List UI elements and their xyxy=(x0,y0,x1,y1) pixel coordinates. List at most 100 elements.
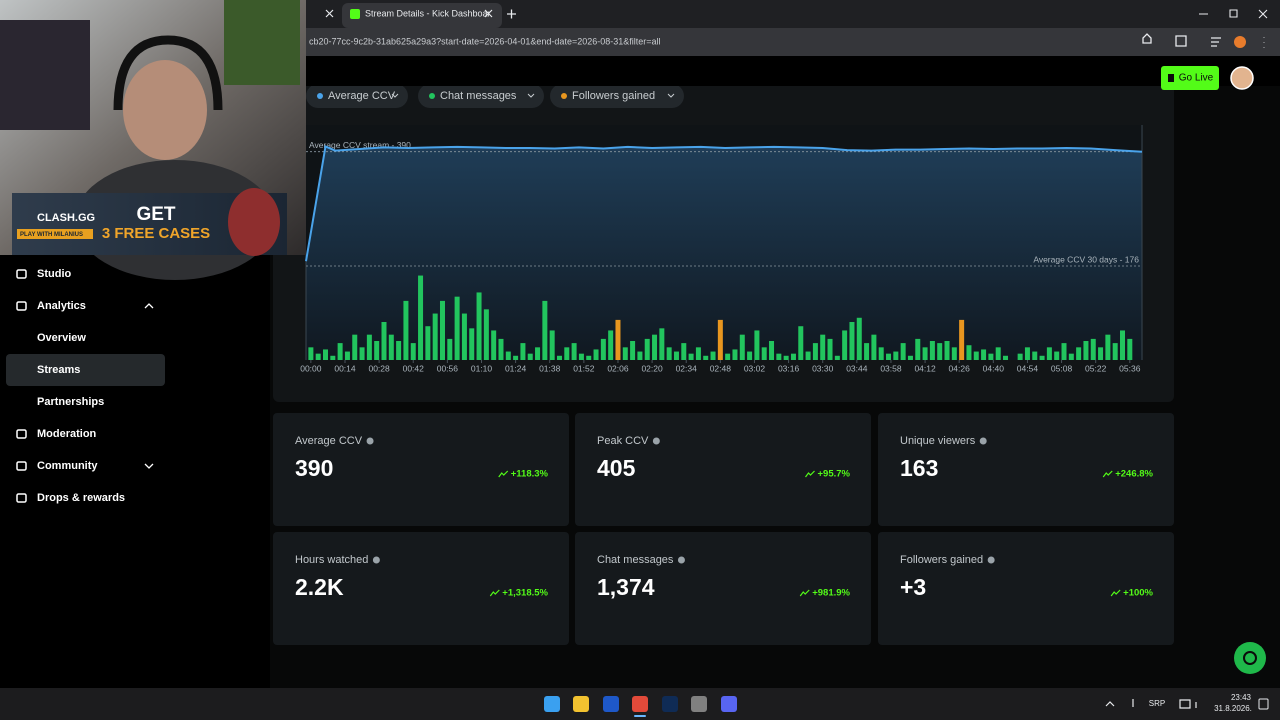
tab-title: Stream Details - Kick Dashboar xyxy=(365,8,491,18)
taskbar-app[interactable] xyxy=(662,696,678,712)
ad-character xyxy=(228,188,280,256)
nav-item[interactable]: Community xyxy=(37,460,98,472)
stat-card xyxy=(273,532,569,645)
help-button[interactable] xyxy=(1234,642,1266,674)
chat-bar xyxy=(739,334,745,360)
nav-item[interactable]: Overview xyxy=(37,332,86,344)
stat-label: Peak CCV xyxy=(597,435,649,447)
chat-bar xyxy=(1112,343,1118,360)
filter-pill[interactable] xyxy=(306,84,408,108)
tray-time[interactable]: 23:43 xyxy=(1231,693,1252,702)
nav-item[interactable]: Partnerships xyxy=(37,396,104,408)
x-tick-label: 04:26 xyxy=(949,363,971,373)
x-tick-label: 00:28 xyxy=(368,363,390,373)
nav-item[interactable]: Analytics xyxy=(37,300,86,312)
x-tick-label: 05:22 xyxy=(1085,363,1107,373)
chat-bar xyxy=(915,338,921,360)
x-tick-label: 00:42 xyxy=(403,363,425,373)
taskbar-app[interactable] xyxy=(721,696,737,712)
user-avatar[interactable] xyxy=(1230,66,1254,90)
chat-bar xyxy=(849,322,855,360)
filter-pill[interactable] xyxy=(550,84,684,108)
x-tick-label: 00:00 xyxy=(300,363,322,373)
chat-bar xyxy=(1003,355,1009,360)
chat-bar xyxy=(717,319,723,360)
x-tick-label: 03:58 xyxy=(880,363,902,373)
taskbar-app[interactable] xyxy=(691,696,707,712)
tray-notification[interactable] xyxy=(1258,698,1269,710)
sidebar xyxy=(0,255,270,688)
x-tick-label: 04:12 xyxy=(914,363,936,373)
tray-icons[interactable] xyxy=(1105,699,1197,709)
address-url[interactable]: cb20-77cc-9c2b-31ab625a29a3?start-date=2… xyxy=(309,36,661,46)
chat-bar xyxy=(966,345,972,360)
stat-change: +118.3% xyxy=(511,469,549,480)
chat-bar xyxy=(688,353,694,360)
info-icon xyxy=(979,437,987,445)
reference-label: Average CCV stream - 390 xyxy=(309,140,411,150)
taskbar-app[interactable] xyxy=(573,696,589,712)
nav-item[interactable]: Drops & rewards xyxy=(37,492,125,504)
chat-bar xyxy=(359,347,365,360)
ad-tag-bg xyxy=(17,229,93,239)
nav-item[interactable]: Streams xyxy=(37,364,80,376)
chat-bar xyxy=(805,351,811,360)
info-icon xyxy=(987,556,995,564)
chat-bar xyxy=(1090,338,1096,360)
chat-bar xyxy=(1068,353,1074,360)
trend-arrow xyxy=(1102,470,1113,478)
stat-label: Unique viewers xyxy=(900,435,976,447)
chat-bar xyxy=(322,349,328,360)
ad-tagline: PLAY WITH MILANIUS xyxy=(20,232,83,238)
active-tab[interactable] xyxy=(342,3,502,28)
chat-bar xyxy=(988,353,994,360)
nav-icon xyxy=(16,429,27,439)
chat-bar xyxy=(381,322,387,360)
nav-item[interactable]: Moderation xyxy=(37,428,97,440)
chat-bar xyxy=(418,275,424,360)
filter-pill[interactable] xyxy=(418,84,544,108)
chat-bar xyxy=(447,338,453,360)
trend-arrow xyxy=(805,470,815,478)
nav-chevron xyxy=(144,303,154,309)
legend-swatch xyxy=(561,93,567,99)
chat-bar xyxy=(1046,347,1052,360)
toolbar-icons[interactable] xyxy=(1142,33,1265,48)
trend-arrow xyxy=(498,470,509,478)
new-tab[interactable] xyxy=(507,9,516,19)
pill-chevron xyxy=(667,93,675,98)
chat-bar xyxy=(1054,351,1060,360)
chat-bar xyxy=(388,334,394,360)
taskbar-app[interactable] xyxy=(632,696,648,712)
chat-bar xyxy=(564,347,570,360)
chat-bar xyxy=(578,353,584,360)
tab-close[interactable] xyxy=(484,9,493,18)
x-tick-label: 01:52 xyxy=(573,363,595,373)
chat-bar xyxy=(498,338,504,360)
go-live-button[interactable] xyxy=(1161,66,1219,90)
tab-favicon xyxy=(350,9,360,19)
x-tick-label: 01:38 xyxy=(539,363,561,373)
nav-icon xyxy=(16,269,27,279)
tray-date[interactable]: 31.8.2026. xyxy=(1214,704,1252,713)
info-icon xyxy=(366,437,374,445)
x-tick-label: 03:44 xyxy=(846,363,868,373)
tray-language[interactable]: SRP xyxy=(1149,699,1165,708)
x-tick-label: 05:36 xyxy=(1119,363,1141,373)
profile-icon[interactable] xyxy=(1234,36,1246,48)
chat-bar xyxy=(1032,351,1038,360)
chat-bar xyxy=(856,317,862,360)
webcam-person-head xyxy=(123,60,207,160)
taskbar-app[interactable] xyxy=(544,696,560,712)
x-tick-label: 01:10 xyxy=(471,363,493,373)
chat-bar xyxy=(820,334,826,360)
chat-bar xyxy=(491,330,497,360)
nav-item[interactable]: Studio xyxy=(37,268,71,280)
taskbar-app[interactable] xyxy=(603,696,619,712)
webcam-poster xyxy=(224,0,300,85)
chat-bar xyxy=(505,351,511,360)
tab-close[interactable] xyxy=(325,9,334,18)
stat-value: 163 xyxy=(900,455,938,481)
chat-bar xyxy=(513,355,519,360)
window-controls[interactable] xyxy=(1199,9,1268,19)
